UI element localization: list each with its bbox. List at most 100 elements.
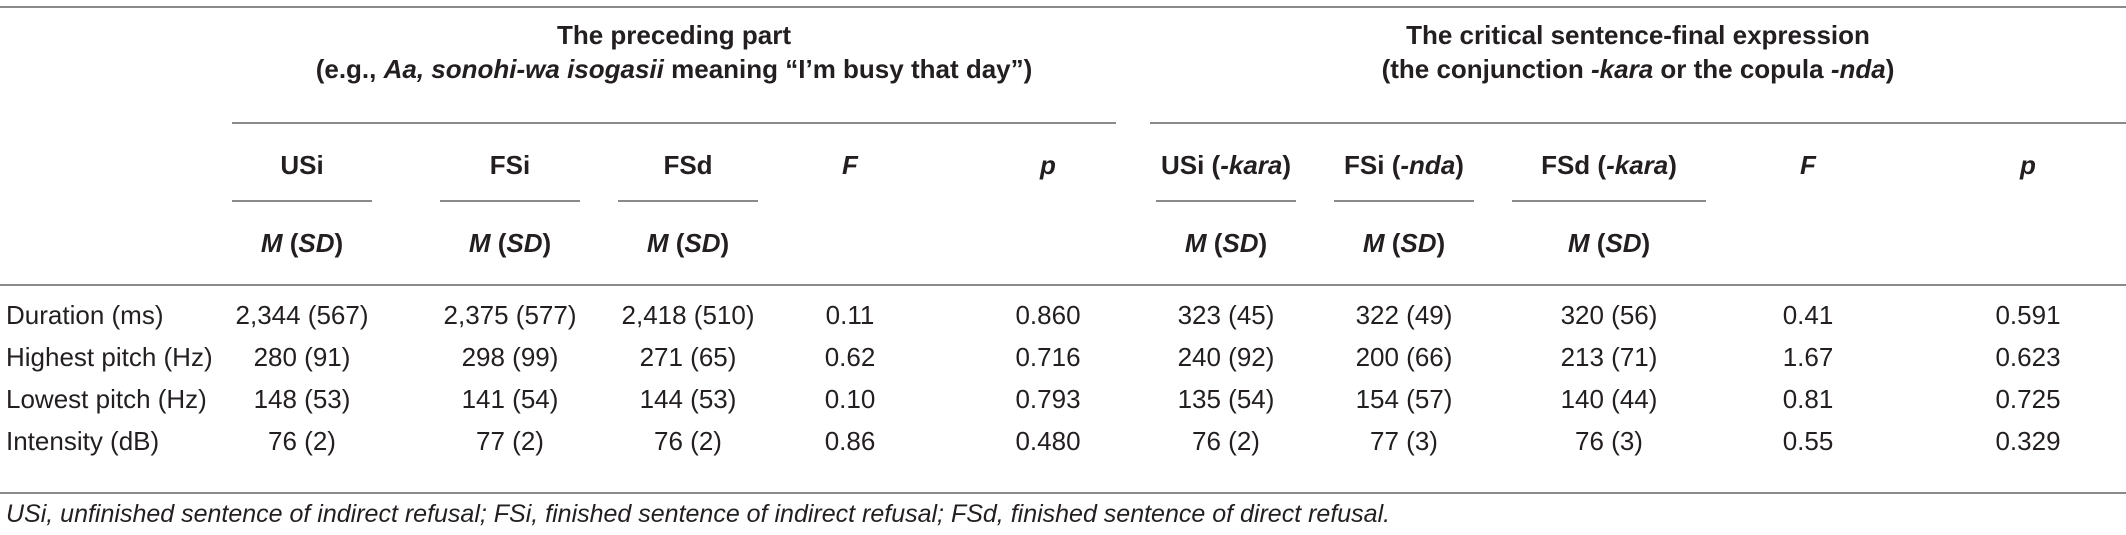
table-cell: 298 (99): [461, 342, 559, 372]
group-subtitle: (the conjunction -kara or the copula -nd…: [1150, 52, 2126, 86]
col-head-emphasis: -kara: [1220, 150, 1283, 180]
table-cell: 76 (2): [1192, 426, 1260, 456]
usi-kara-underline: [1156, 200, 1296, 202]
group-subtitle: (e.g., Aa, sonohi-wa isogasii meaning “I…: [232, 52, 1116, 86]
stat-paren: (: [1206, 228, 1223, 258]
stat-head-fsi: M (SD): [469, 228, 551, 258]
table-cell: 0.41: [1782, 300, 1834, 330]
subtitle-text: or the copula: [1653, 54, 1831, 84]
table-cell: 0.81: [1782, 384, 1834, 414]
table-cell: 0.11: [825, 300, 875, 330]
row-label: Duration (ms): [6, 300, 164, 330]
table-cell: 0.55: [1782, 426, 1834, 456]
stat-paren: (: [1589, 228, 1606, 258]
subtitle-text: (e.g.,: [315, 54, 384, 84]
col-head-f: F: [842, 150, 858, 180]
col-head-text: ): [1455, 150, 1464, 180]
col-head-usi-kara: USi (-kara): [1161, 150, 1291, 180]
fsi-underline: [440, 200, 580, 202]
table-cell: 240 (92): [1177, 342, 1275, 372]
table-cell: 141 (54): [461, 384, 559, 414]
group-header-critical: The critical sentence-final expression (…: [1150, 18, 2126, 86]
table-cell: 140 (44): [1560, 384, 1658, 414]
table-cell: 2,344 (567): [235, 300, 369, 330]
table-cell: 213 (71): [1560, 342, 1658, 372]
col-head-text: FSd (: [1541, 150, 1607, 180]
table-cell: 0.86: [824, 426, 876, 456]
col-head-f-2: F: [1800, 150, 1816, 180]
stat-sd: SD: [506, 228, 543, 258]
col-head-p-2: p: [2020, 150, 2036, 180]
subtitle-text: meaning “I’m busy that day”): [663, 54, 1033, 84]
table-cell: 0.480: [1015, 426, 1081, 456]
stat-paren: ): [720, 228, 730, 258]
stat-head-fsd: M (SD): [647, 228, 729, 258]
table-cell: 77 (3): [1370, 426, 1438, 456]
table-cell: 323 (45): [1177, 300, 1275, 330]
table-cell: 0.10: [824, 384, 876, 414]
table-cell: 0.623: [1995, 342, 2061, 372]
col-head-text: USi (: [1160, 150, 1221, 180]
table-cell: 322 (49): [1355, 300, 1453, 330]
table-cell: 135 (54): [1177, 384, 1275, 414]
table-cell: 271 (65): [639, 342, 737, 372]
stat-m: M: [646, 228, 669, 258]
stat-m: M: [1184, 228, 1207, 258]
fsi-nda-underline: [1334, 200, 1474, 202]
subtitle-text: ): [1885, 54, 1895, 84]
table-cell: 320 (56): [1560, 300, 1658, 330]
header-bottom-rule: [0, 284, 2126, 286]
group-header-preceding: The preceding part (e.g., Aa, sonohi-wa …: [232, 18, 1116, 86]
stat-sd: SD: [298, 228, 335, 258]
fsd-kara-underline: [1512, 200, 1706, 202]
stat-paren: ): [1258, 228, 1268, 258]
col-head-text: ): [1668, 150, 1677, 180]
table-cell: 154 (57): [1355, 384, 1453, 414]
table-cell: 148 (53): [253, 384, 351, 414]
row-label: Intensity (dB): [6, 426, 160, 456]
col-head-text: ): [1282, 150, 1292, 180]
subtitle-text: (the conjunction: [1381, 54, 1591, 84]
subtitle-emphasis: Aa, sonohi-wa isogasii: [383, 54, 664, 84]
stat-head-fsd-kara: M (SD): [1568, 228, 1650, 258]
stat-paren: ): [334, 228, 344, 258]
col-head-text: FSi (: [1344, 150, 1401, 180]
stat-sd: SD: [684, 228, 721, 258]
table-cell: 0.793: [1015, 384, 1081, 414]
stat-paren: (: [1384, 228, 1401, 258]
col-head-fsd: FSd: [663, 150, 713, 180]
usi-underline: [232, 200, 372, 202]
row-label: Highest pitch (Hz): [6, 342, 213, 372]
table-cell: 76 (2): [268, 426, 336, 456]
col-head-fsi: FSi: [489, 150, 531, 180]
stat-paren: ): [1641, 228, 1651, 258]
fsd-underline: [618, 200, 758, 202]
col-head-p: p: [1040, 150, 1056, 180]
table-bottom-rule: [0, 492, 2126, 494]
col-head-emphasis: -kara: [1606, 150, 1669, 180]
table-cell: 2,375 (577): [443, 300, 577, 330]
table-cell: 144 (53): [639, 384, 737, 414]
table-cell: 0.860: [1015, 300, 1081, 330]
stat-m: M: [260, 228, 283, 258]
table-cell: 2,418 (510): [621, 300, 755, 330]
stat-m: M: [468, 228, 491, 258]
table-cell: 1.67: [1782, 342, 1834, 372]
stat-sd: SD: [1222, 228, 1259, 258]
subtitle-emphasis: -kara: [1591, 54, 1654, 84]
table-cell: 0.62: [824, 342, 876, 372]
stat-paren: (: [282, 228, 299, 258]
row-label: Lowest pitch (Hz): [6, 384, 207, 414]
table-cell: 200 (66): [1355, 342, 1453, 372]
stat-paren: (: [668, 228, 685, 258]
col-head-emphasis: -nda: [1400, 150, 1456, 180]
top-rule: [0, 6, 2126, 8]
group-title: The critical sentence-final expression: [1406, 20, 1870, 50]
table-cell: 77 (2): [476, 426, 544, 456]
group1-underline: [232, 122, 1116, 124]
table-footnote: USi, unfinished sentence of indirect ref…: [6, 500, 1391, 528]
group2-underline: [1150, 122, 2126, 124]
table-cell: 0.329: [1995, 426, 2061, 456]
subtitle-emphasis: -nda: [1830, 54, 1886, 84]
table-cell: 76 (2): [654, 426, 722, 456]
